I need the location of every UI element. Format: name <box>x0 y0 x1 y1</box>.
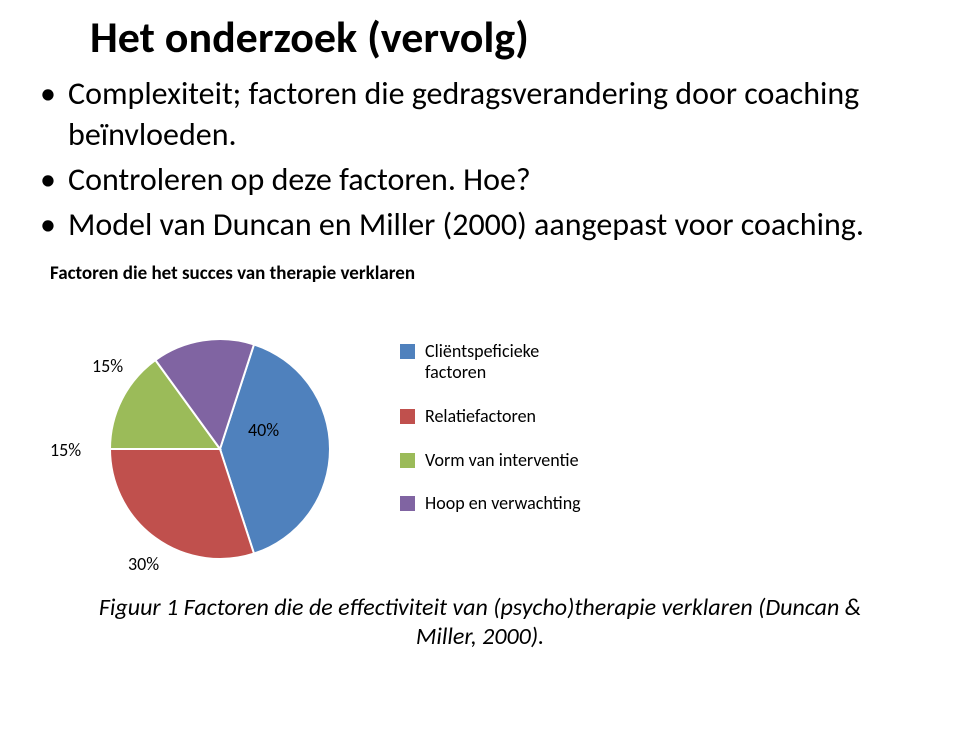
legend-item: Cliëntspeficieke factoren <box>400 341 595 384</box>
figure-caption: Figuur 1 Factoren die de effectiviteit v… <box>30 593 930 651</box>
pie-slice-label: 15% <box>50 439 81 461</box>
pie-chart: 40% 30% 15% 15% <box>50 299 390 579</box>
page-title: Het onderzoek (vervolg) <box>90 10 930 64</box>
legend-swatch <box>400 496 415 511</box>
bullet-item: Controleren op deze factoren. Hoe? <box>40 160 930 201</box>
pie-slice-label: 15% <box>92 355 123 377</box>
legend-label: Relatiefactoren <box>425 406 536 428</box>
chart-title: Factoren die het succes van therapie ver… <box>50 262 930 285</box>
legend-swatch <box>400 453 415 468</box>
legend-label: Hoop en verwachting <box>425 493 581 515</box>
pie-svg <box>50 299 390 579</box>
bullet-item: Model van Duncan en Miller (2000) aangep… <box>40 205 930 246</box>
bullet-list: Complexiteit; factoren die gedragsverand… <box>40 74 930 246</box>
legend-label: Vorm van interventie <box>425 450 579 472</box>
legend-label: Cliëntspeficieke factoren <box>425 341 595 384</box>
legend-item: Hoop en verwachting <box>400 493 595 515</box>
legend-swatch <box>400 409 415 424</box>
chart-container: Factoren die het succes van therapie ver… <box>50 262 930 579</box>
pie-slice-label: 30% <box>128 553 159 575</box>
chart-legend: Cliëntspeficieke factoren Relatiefactore… <box>400 341 595 537</box>
bullet-item: Complexiteit; factoren die gedragsverand… <box>40 74 930 156</box>
pie-slice-label: 40% <box>248 419 279 441</box>
legend-swatch <box>400 344 415 359</box>
legend-item: Vorm van interventie <box>400 450 595 472</box>
legend-item: Relatiefactoren <box>400 406 595 428</box>
